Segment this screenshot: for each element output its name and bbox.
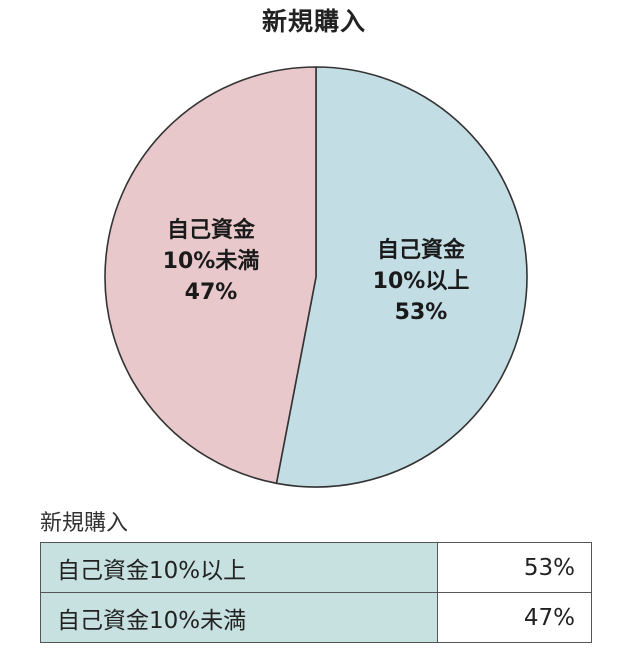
row-value: 53% bbox=[437, 542, 592, 593]
data-table: 自己資金10%以上 53% 自己資金10%未満 47% bbox=[40, 542, 592, 643]
table-row: 自己資金10%以上 53% bbox=[40, 542, 592, 593]
pie-slice bbox=[104, 66, 317, 485]
row-label: 自己資金10%以上 bbox=[40, 542, 438, 593]
slice-label: 自己資金 10%以上 53% bbox=[373, 237, 470, 325]
table-row: 自己資金10%未満 47% bbox=[40, 592, 592, 643]
slice-label: 自己資金 10%未満 47% bbox=[163, 217, 260, 305]
row-label: 自己資金10%未満 bbox=[40, 592, 438, 643]
row-value: 47% bbox=[437, 592, 592, 643]
table-caption: 新規購入 bbox=[40, 511, 129, 536]
pie-slice bbox=[275, 66, 528, 488]
pie-chart: 自己資金 10%以上 53% 自己資金 10%未満 47% bbox=[104, 66, 528, 488]
chart-title: 新規購入 bbox=[261, 7, 366, 36]
